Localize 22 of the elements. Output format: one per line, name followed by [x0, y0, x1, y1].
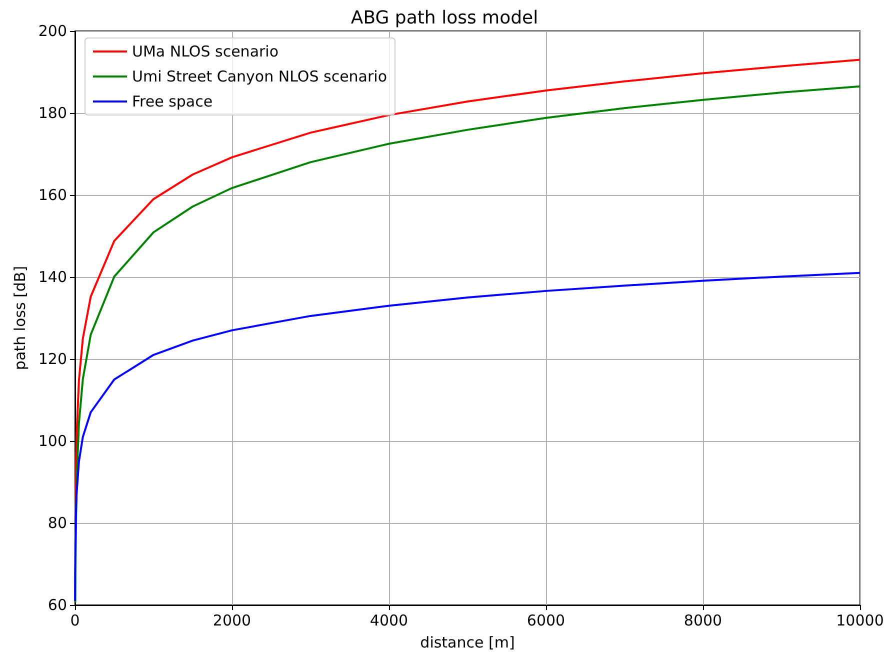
legend-label: Umi Street Canyon NLOS scenario [132, 68, 388, 86]
x-tick-label: 10000 [836, 612, 884, 630]
line-series [74, 58, 861, 521]
y-tick-label: 80 [48, 514, 67, 532]
y-tick-label: 60 [48, 596, 67, 614]
y-axis-title: path loss [dB] [10, 266, 29, 370]
x-tick-label: 8000 [684, 612, 722, 630]
chart-title: ABG path loss model [350, 8, 538, 28]
y-tick-label: 140 [38, 268, 67, 286]
legend-label: Free space [132, 92, 213, 110]
y-tick-label: 200 [38, 22, 67, 40]
y-tick-label: 100 [38, 432, 67, 450]
y-tick-label: 180 [38, 104, 67, 122]
x-axis-title: distance [m] [420, 634, 515, 652]
x-tick-label: 4000 [370, 612, 408, 630]
x-tick-label: 2000 [212, 612, 252, 630]
x-tick-label: 6000 [526, 612, 566, 630]
line-series [74, 272, 861, 602]
legend-label: UMa NLOS scenario [132, 42, 279, 60]
y-tick-label: 160 [38, 186, 67, 204]
y-tick-label: 120 [38, 350, 67, 368]
x-tick-label: 0 [70, 612, 80, 630]
